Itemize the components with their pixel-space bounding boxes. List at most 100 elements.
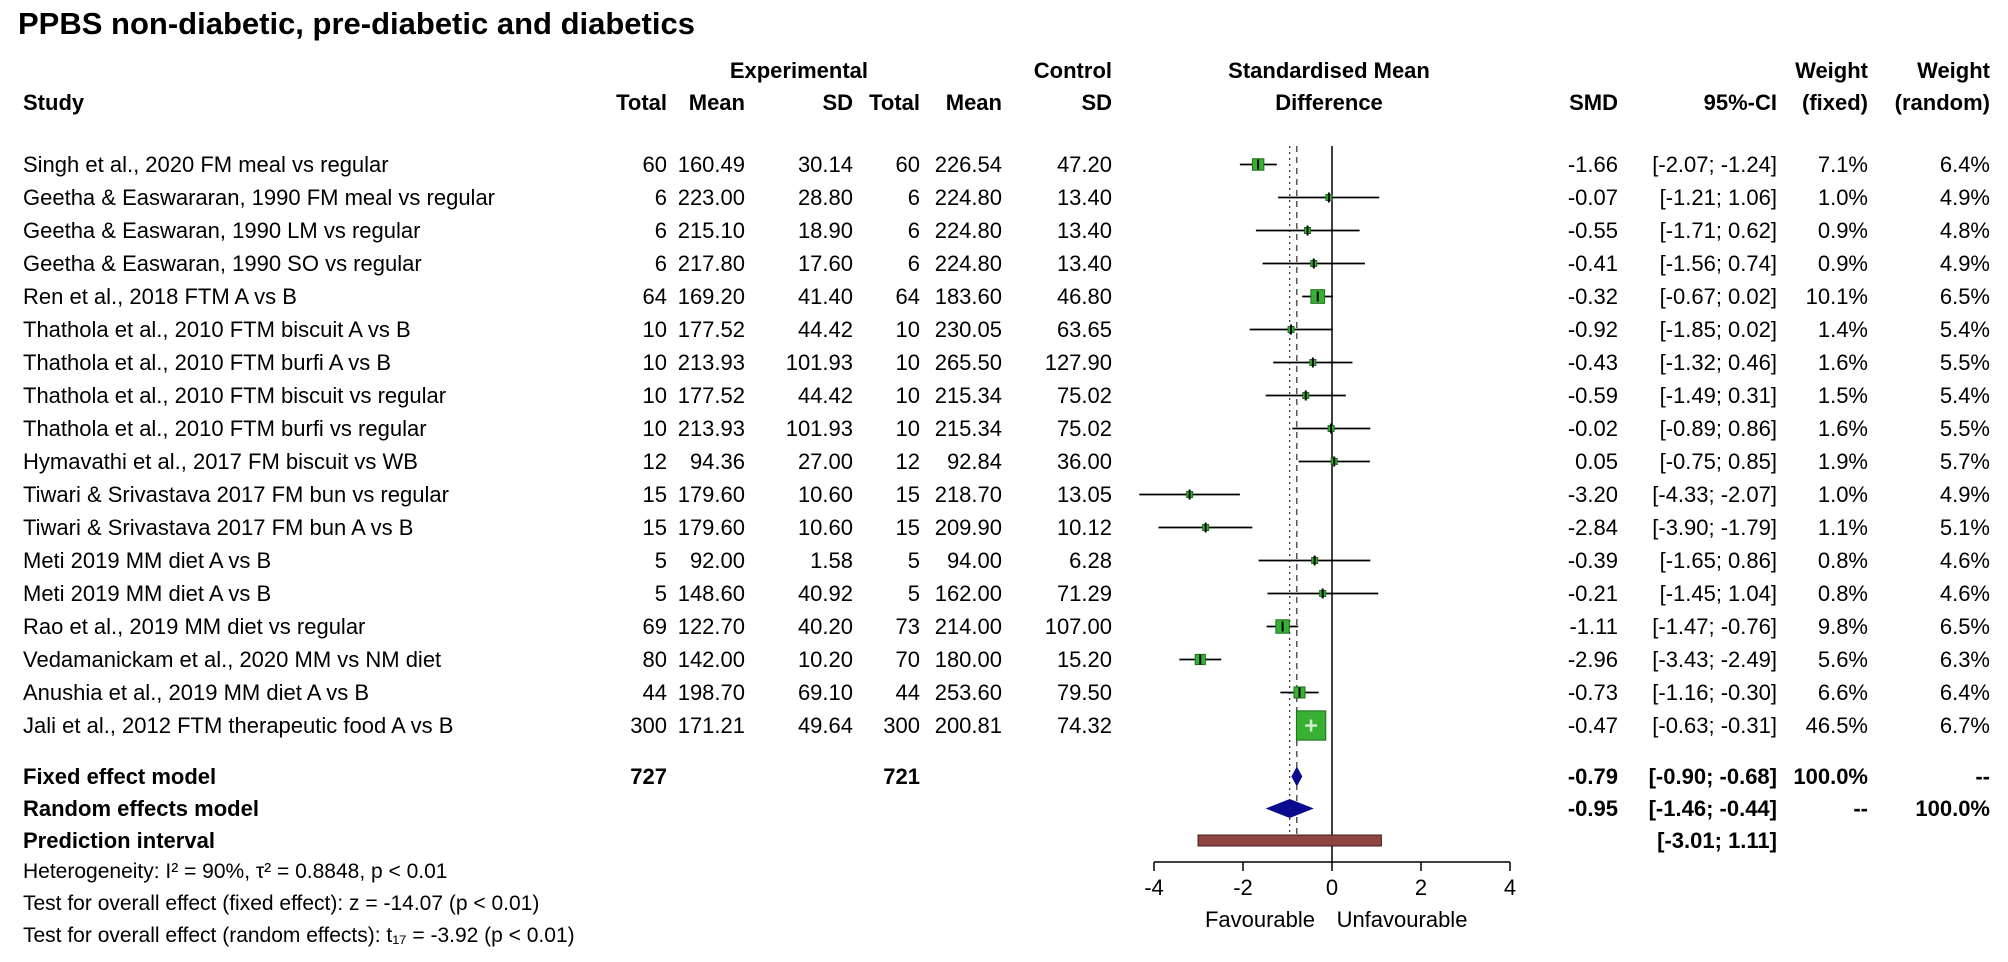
study-row: Meti 2019 MM diet A vs B 5 92.00 1.58 5 94.00…	[0, 544, 2008, 577]
study-row-ct: 6	[907, 251, 920, 276]
study-row-csd: 74.32	[1056, 713, 1112, 738]
study-row-smd: 0.05	[1575, 449, 1618, 474]
study-row-label: Tiwari & Srivastava 2017 FM bun A vs B	[23, 515, 414, 540]
study-row: Thathola et al., 2010 FTM biscuit vs reg…	[0, 379, 2008, 412]
study-row-wf: 0.8%	[1817, 548, 1868, 573]
axis-tick-label: 0	[1326, 875, 1338, 900]
study-row-cm: 215.34	[934, 416, 1002, 441]
study-row-wr: 4.9%	[1939, 251, 1990, 276]
study-row-ct: 73	[895, 614, 920, 639]
study-row-wr: 4.9%	[1939, 185, 1990, 210]
study-row-cm: 224.80	[934, 251, 1002, 276]
study-row-label: Anushia et al., 2019 MM diet A vs B	[23, 680, 370, 705]
study-row-ci: [-1.47; -0.76]	[1652, 614, 1777, 639]
study-row-csd: 6.28	[1069, 548, 1112, 573]
study-row-esd: 10.60	[797, 482, 853, 507]
study-row-wr: 5.4%	[1939, 383, 1990, 408]
study-row-et: 6	[654, 218, 667, 243]
study-row-label: Geetha & Easwaran, 1990 LM vs regular	[23, 218, 421, 243]
study-row-ci: [-0.63; -0.31]	[1652, 713, 1777, 738]
header-weight-random-line1: Weight	[1917, 58, 1990, 83]
header-exp-total: Total	[616, 90, 667, 115]
study-row-esd: 40.92	[797, 581, 853, 606]
study-row-label: Geetha & Easwaran, 1990 SO vs regular	[23, 251, 422, 276]
study-row-label: Jali et al., 2012 FTM therapeutic food A…	[23, 713, 454, 738]
study-row-wr: 6.3%	[1939, 647, 1990, 672]
study-row-csd: 13.40	[1056, 251, 1112, 276]
study-row-wr: 6.4%	[1939, 680, 1990, 705]
header-ctrl-sd: SD	[1081, 90, 1112, 115]
random-effects-row-wr: 100.0%	[1915, 796, 1990, 821]
study-row-smd: -1.11	[1569, 614, 1618, 639]
study-row-cm: 226.54	[934, 152, 1002, 177]
study-row-wf: 1.5%	[1817, 383, 1868, 408]
study-row-esd: 17.60	[797, 251, 853, 276]
study-row-et: 5	[654, 581, 667, 606]
study-row-ct: 12	[895, 449, 920, 474]
study-row-label: Meti 2019 MM diet A vs B	[23, 581, 272, 606]
study-row-wf: 10.1%	[1805, 284, 1868, 309]
study-row-ct: 15	[895, 515, 920, 540]
study-row-wf: 1.0%	[1817, 185, 1868, 210]
study-row-em: 148.60	[677, 581, 745, 606]
study-row: Geetha & Easwaran, 1990 LM vs regular 6 21…	[0, 214, 2008, 247]
study-row-cm: 253.60	[934, 680, 1002, 705]
study-row: Meti 2019 MM diet A vs B 5 148.60 40.92 5 162…	[0, 577, 2008, 610]
study-row-ct: 10	[895, 350, 920, 375]
study-row-ci: [-4.33; -2.07]	[1652, 482, 1777, 507]
study-row-smd: -0.41	[1567, 251, 1618, 276]
study-row-et: 60	[642, 152, 667, 177]
study-row-cm: 214.00	[934, 614, 1002, 639]
header-group-experimental: Experimental	[729, 58, 868, 83]
study-row-cm: 209.90	[934, 515, 1002, 540]
study-row-csd: 36.00	[1056, 449, 1112, 474]
study-row-cm: 265.50	[934, 350, 1002, 375]
study-row-esd: 101.93	[785, 416, 853, 441]
study-row-ct: 10	[895, 383, 920, 408]
study-row-ci: [-0.75; 0.85]	[1659, 449, 1777, 474]
header-ctrl-total: Total	[869, 90, 920, 115]
study-row-et: 6	[654, 251, 667, 276]
study-row-esd: 28.80	[797, 185, 853, 210]
study-row-csd: 15.20	[1056, 647, 1112, 672]
study-row-ct: 5	[907, 581, 920, 606]
header-ci: 95%-CI	[1703, 90, 1777, 115]
study-row-smd: -3.20	[1567, 482, 1618, 507]
study-row-csd: 75.02	[1056, 416, 1112, 441]
study-row-smd: -0.32	[1567, 284, 1618, 309]
study-row-ci: [-1.32; 0.46]	[1659, 350, 1777, 375]
study-row-smd: -0.43	[1567, 350, 1618, 375]
random-effects-row-ci: [-1.46; -0.44]	[1648, 796, 1777, 821]
study-row-et: 64	[642, 284, 667, 309]
study-row-wf: 0.9%	[1817, 218, 1868, 243]
study-row-label: Thathola et al., 2010 FTM burfi A vs B	[23, 350, 392, 375]
study-row-esd: 1.58	[810, 548, 853, 573]
study-row-csd: 107.00	[1044, 614, 1112, 639]
study-row-ct: 15	[895, 482, 920, 507]
header-exp-mean: Mean	[688, 90, 745, 115]
study-row-label: Thathola et al., 2010 FTM biscuit vs reg…	[23, 383, 447, 408]
study-row-cm: 92.84	[946, 449, 1002, 474]
study-row-wf: 1.6%	[1817, 350, 1868, 375]
study-row: Rao et al., 2019 MM diet vs regular 69 122…	[0, 610, 2008, 643]
study-row-cm: 180.00	[934, 647, 1002, 672]
study-row-esd: 49.64	[797, 713, 853, 738]
study-row-ci: [-2.07; -1.24]	[1652, 152, 1777, 177]
study-row-wf: 0.8%	[1817, 581, 1868, 606]
study-row-em: 171.21	[677, 713, 745, 738]
study-row-ci: [-0.67; 0.02]	[1659, 284, 1777, 309]
study-row-smd: -0.21	[1567, 581, 1618, 606]
study-row-et: 10	[642, 317, 667, 342]
prediction-interval-row: Prediction interval [-3.01; 1.11]	[0, 824, 2008, 857]
study-row-cm: 215.34	[934, 383, 1002, 408]
study-row: Tiwari & Srivastava 2017 FM bun A vs B 15…	[0, 511, 2008, 544]
study-row-smd: -0.59	[1567, 383, 1618, 408]
study-row-ct: 6	[907, 185, 920, 210]
study-row: Ren et al., 2018 FTM A vs B 64 169.20 41.40…	[0, 280, 2008, 313]
study-row-smd: -2.96	[1567, 647, 1618, 672]
study-row-et: 10	[642, 383, 667, 408]
header-smd-line2: Difference	[1275, 90, 1383, 115]
header-weight-fixed-line2: (fixed)	[1802, 90, 1868, 115]
study-row-cm: 224.80	[934, 185, 1002, 210]
study-row-et: 69	[642, 614, 667, 639]
